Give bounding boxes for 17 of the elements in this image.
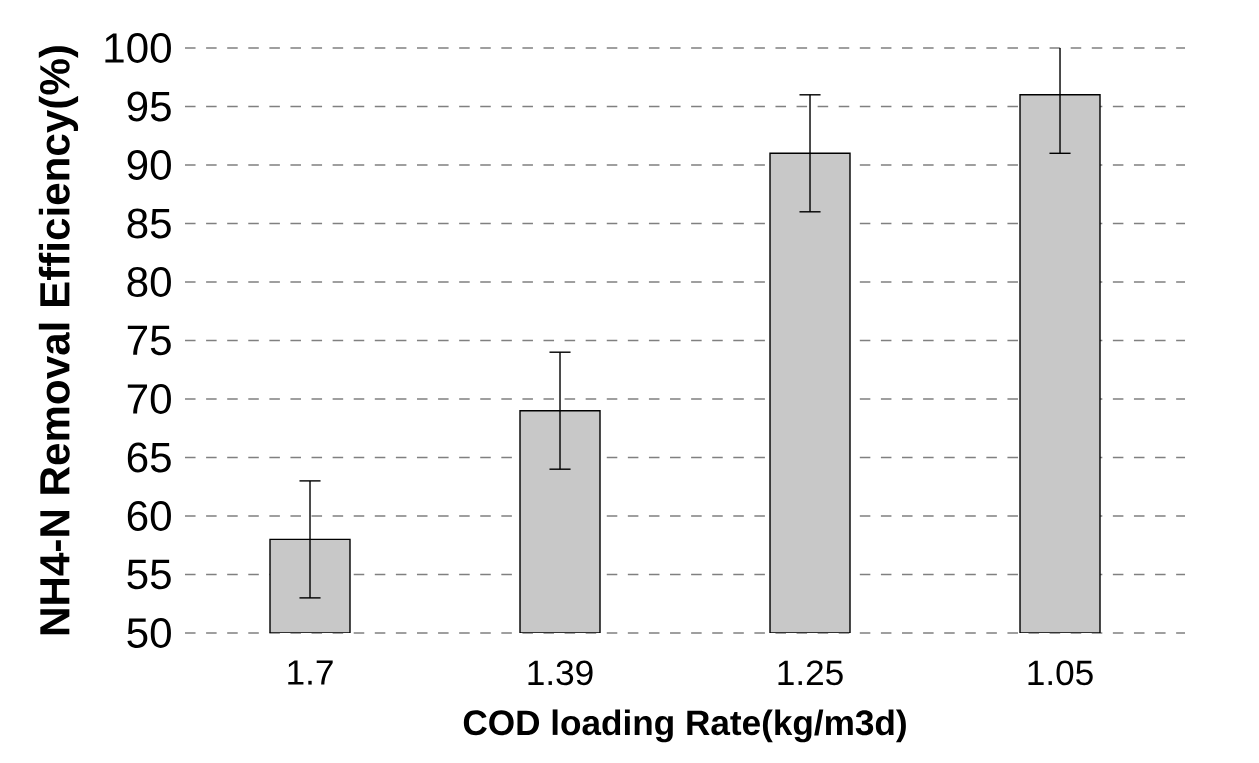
x-tick-label: 1.39	[528, 660, 593, 686]
y-tick-label: 65	[127, 442, 171, 473]
x-tick-label: 1.25	[778, 660, 843, 686]
x-tick-label: 1.05	[1028, 660, 1093, 686]
y-tick-label: 75	[127, 325, 171, 356]
y-tick-label: 70	[127, 384, 171, 414]
y-tick-label: 50	[127, 618, 171, 648]
y-tick-label: 85	[127, 208, 171, 239]
x-tick-label: 1.7	[288, 660, 333, 685]
y-tick-label: 90	[127, 150, 171, 180]
y-tick-label: 60	[127, 501, 171, 531]
y-tick-label: 55	[127, 559, 171, 590]
y-tick-label: 95	[127, 91, 171, 122]
y-axis-title: NH4-N Removal Efficiency(%)	[38, 46, 79, 635]
x-axis-title: COD loading Rate(kg/m3d)	[463, 709, 906, 743]
y-tick-label: 80	[127, 267, 171, 297]
y-tick-label: 100	[105, 33, 171, 63]
